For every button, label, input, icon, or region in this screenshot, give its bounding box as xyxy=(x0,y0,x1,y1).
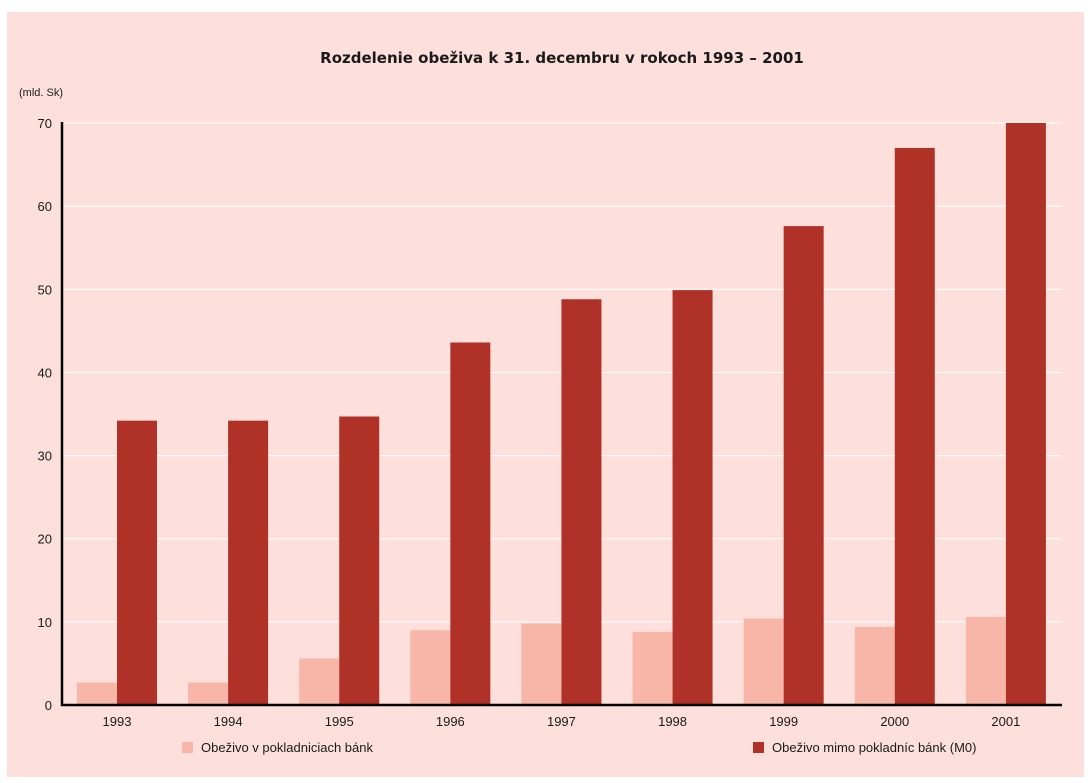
y-tick-label-60: 60 xyxy=(38,199,52,214)
legend-swatch-outside-banks xyxy=(753,742,764,753)
legend-swatch-in-banks xyxy=(182,742,193,753)
x-tick-label-1995: 1995 xyxy=(325,714,354,729)
x-tick-label-1994: 1994 xyxy=(214,714,243,729)
axes xyxy=(60,122,1062,707)
y-unit-label: (mld. Sk) xyxy=(19,87,63,99)
y-tick-label-70: 70 xyxy=(38,116,52,131)
y-tick-label-20: 20 xyxy=(38,532,52,547)
bar-in-banks-2000 xyxy=(854,626,895,705)
bar-in-banks-1995 xyxy=(299,658,340,705)
bar-outside-banks-1995 xyxy=(339,416,380,705)
bar-in-banks-2001 xyxy=(965,616,1006,705)
bar-outside-banks-1993 xyxy=(117,420,157,705)
bar-outside-banks-1994 xyxy=(228,420,269,705)
y-tick-label-30: 30 xyxy=(38,449,52,464)
bar-outside-banks-1998 xyxy=(672,290,713,705)
y-tick-labels: 0 10 20 30 40 50 60 70 xyxy=(38,116,52,713)
chart-panel: Rozdelenie obeživa k 31. decembru v roko… xyxy=(7,12,1084,777)
y-tick-label-50: 50 xyxy=(38,282,52,297)
legend-label-outside-banks: Obeživo mimo pokladníc bánk (M0) xyxy=(772,740,976,755)
bar-in-banks-1999 xyxy=(743,618,784,705)
bar-outside-banks-2001 xyxy=(1005,123,1046,705)
legend: Obeživo v pokladniciach bánk Obeživo mimo… xyxy=(182,740,976,755)
bar-in-banks-1994 xyxy=(188,682,229,705)
bar-in-banks-1996 xyxy=(410,630,451,705)
x-tick-label-2001: 2001 xyxy=(991,714,1020,729)
bar-in-banks-1997 xyxy=(521,623,562,705)
x-tick-label-1999: 1999 xyxy=(769,714,798,729)
y-tick-label-10: 10 xyxy=(38,615,52,630)
x-tick-label-2000: 2000 xyxy=(880,714,909,729)
chart-title: Rozdelenie obeživa k 31. decembru v roko… xyxy=(320,49,804,67)
x-tick-label-1998: 1998 xyxy=(658,714,687,729)
bar-outside-banks-1999 xyxy=(783,226,824,705)
legend-label-in-banks: Obeživo v pokladniciach bánk xyxy=(201,740,373,755)
x-tick-label-1997: 1997 xyxy=(547,714,576,729)
x-tick-label-1996: 1996 xyxy=(436,714,465,729)
bar-outside-banks-1997 xyxy=(561,299,602,705)
bars xyxy=(77,123,1046,705)
bar-outside-banks-2000 xyxy=(894,147,935,705)
chart-svg: Rozdelenie obeživa k 31. decembru v roko… xyxy=(19,49,1062,755)
x-tick-label-1993: 1993 xyxy=(103,714,132,729)
bar-in-banks-1993 xyxy=(77,682,117,705)
bar-outside-banks-1996 xyxy=(450,342,491,705)
y-tick-label-0: 0 xyxy=(45,698,52,713)
x-tick-labels: 1993 1994 1995 1996 1997 1998 1999 2000 2001 xyxy=(103,714,1021,729)
bar-in-banks-1998 xyxy=(632,631,673,705)
y-tick-label-40: 40 xyxy=(38,365,52,380)
